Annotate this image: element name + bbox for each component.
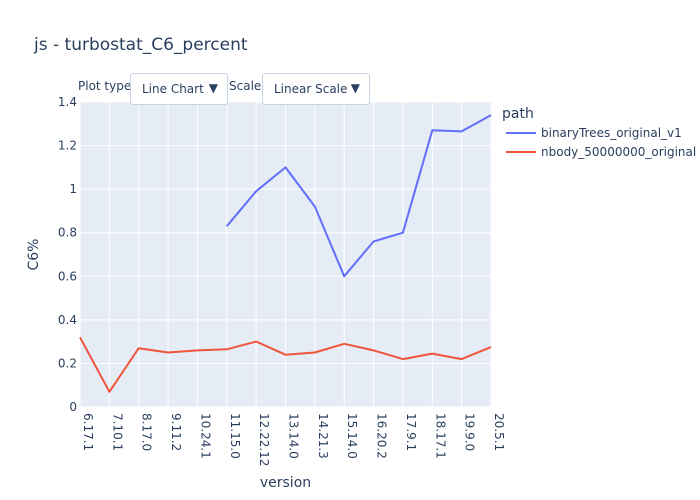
scale-value: Linear Scale xyxy=(274,82,348,96)
gridlines xyxy=(79,101,492,408)
x-tick-label: 9.11.2 xyxy=(169,413,183,451)
x-tick-label: 6.17.1 xyxy=(81,413,95,451)
plot-type-value: Line Chart xyxy=(142,82,204,96)
series-line-1 xyxy=(226,114,492,278)
x-tick-label: 16.20.2 xyxy=(375,413,389,459)
y-tick-label: 1.2 xyxy=(58,139,77,153)
x-tick-label: 17.9.1 xyxy=(404,413,418,451)
y-tick-label: 1.4 xyxy=(58,95,77,109)
y-tick-label: 0.6 xyxy=(58,269,77,283)
plot-type-dropdown[interactable]: Line Chart ▼ xyxy=(130,73,228,105)
x-tick-label: 7.10.1 xyxy=(110,413,124,451)
x-tick-label: 12.22.12 xyxy=(257,413,271,466)
x-tick-label: 19.9.0 xyxy=(463,413,477,451)
scale-label: Scale: xyxy=(229,79,266,93)
legend: path binaryTrees_original_v1 nbody_500000… xyxy=(502,106,696,159)
x-tick-label: 14.21.3 xyxy=(316,413,330,459)
legend-item-label: binaryTrees_original_v1 xyxy=(541,126,682,140)
triangle-down-icon: ▼ xyxy=(350,81,360,95)
x-tick-label: 18.17.1 xyxy=(433,413,447,459)
x-tick-label: 20.5.1 xyxy=(492,413,506,451)
y-axis-title: C6% xyxy=(26,239,42,271)
x-tick-label: 10.24.1 xyxy=(198,413,212,459)
y-tick-label: 0.4 xyxy=(58,313,77,327)
plot-type-label: Plot type: xyxy=(78,79,136,93)
y-tick-labels: 0 0.2 0.4 0.6 0.8 1 1.2 1.4 xyxy=(58,95,77,414)
legend-item-label: nbody_50000000_original xyxy=(541,145,696,159)
legend-title: path xyxy=(502,106,534,122)
x-tick-label: 13.14.0 xyxy=(287,413,301,459)
series-line-2 xyxy=(79,336,492,393)
series-lines xyxy=(79,114,492,393)
y-tick-label: 0 xyxy=(69,400,77,414)
x-tick-labels: 6.17.1 7.10.1 8.17.0 9.11.2 10.24.1 11.15.0 12… xyxy=(81,413,506,466)
x-axis-title: version xyxy=(260,475,311,491)
scale-dropdown[interactable]: Linear Scale ▼ xyxy=(262,73,370,105)
y-tick-label: 1 xyxy=(69,182,77,196)
y-tick-label: 0.8 xyxy=(58,226,77,240)
chart-title: js - turbostat_C6_percent xyxy=(33,35,248,55)
y-tick-label: 0.2 xyxy=(58,356,77,370)
x-tick-label: 11.15.0 xyxy=(228,413,242,459)
triangle-down-icon: ▼ xyxy=(208,81,218,95)
x-tick-label: 15.14.0 xyxy=(345,413,359,459)
x-tick-label: 8.17.0 xyxy=(140,413,154,451)
